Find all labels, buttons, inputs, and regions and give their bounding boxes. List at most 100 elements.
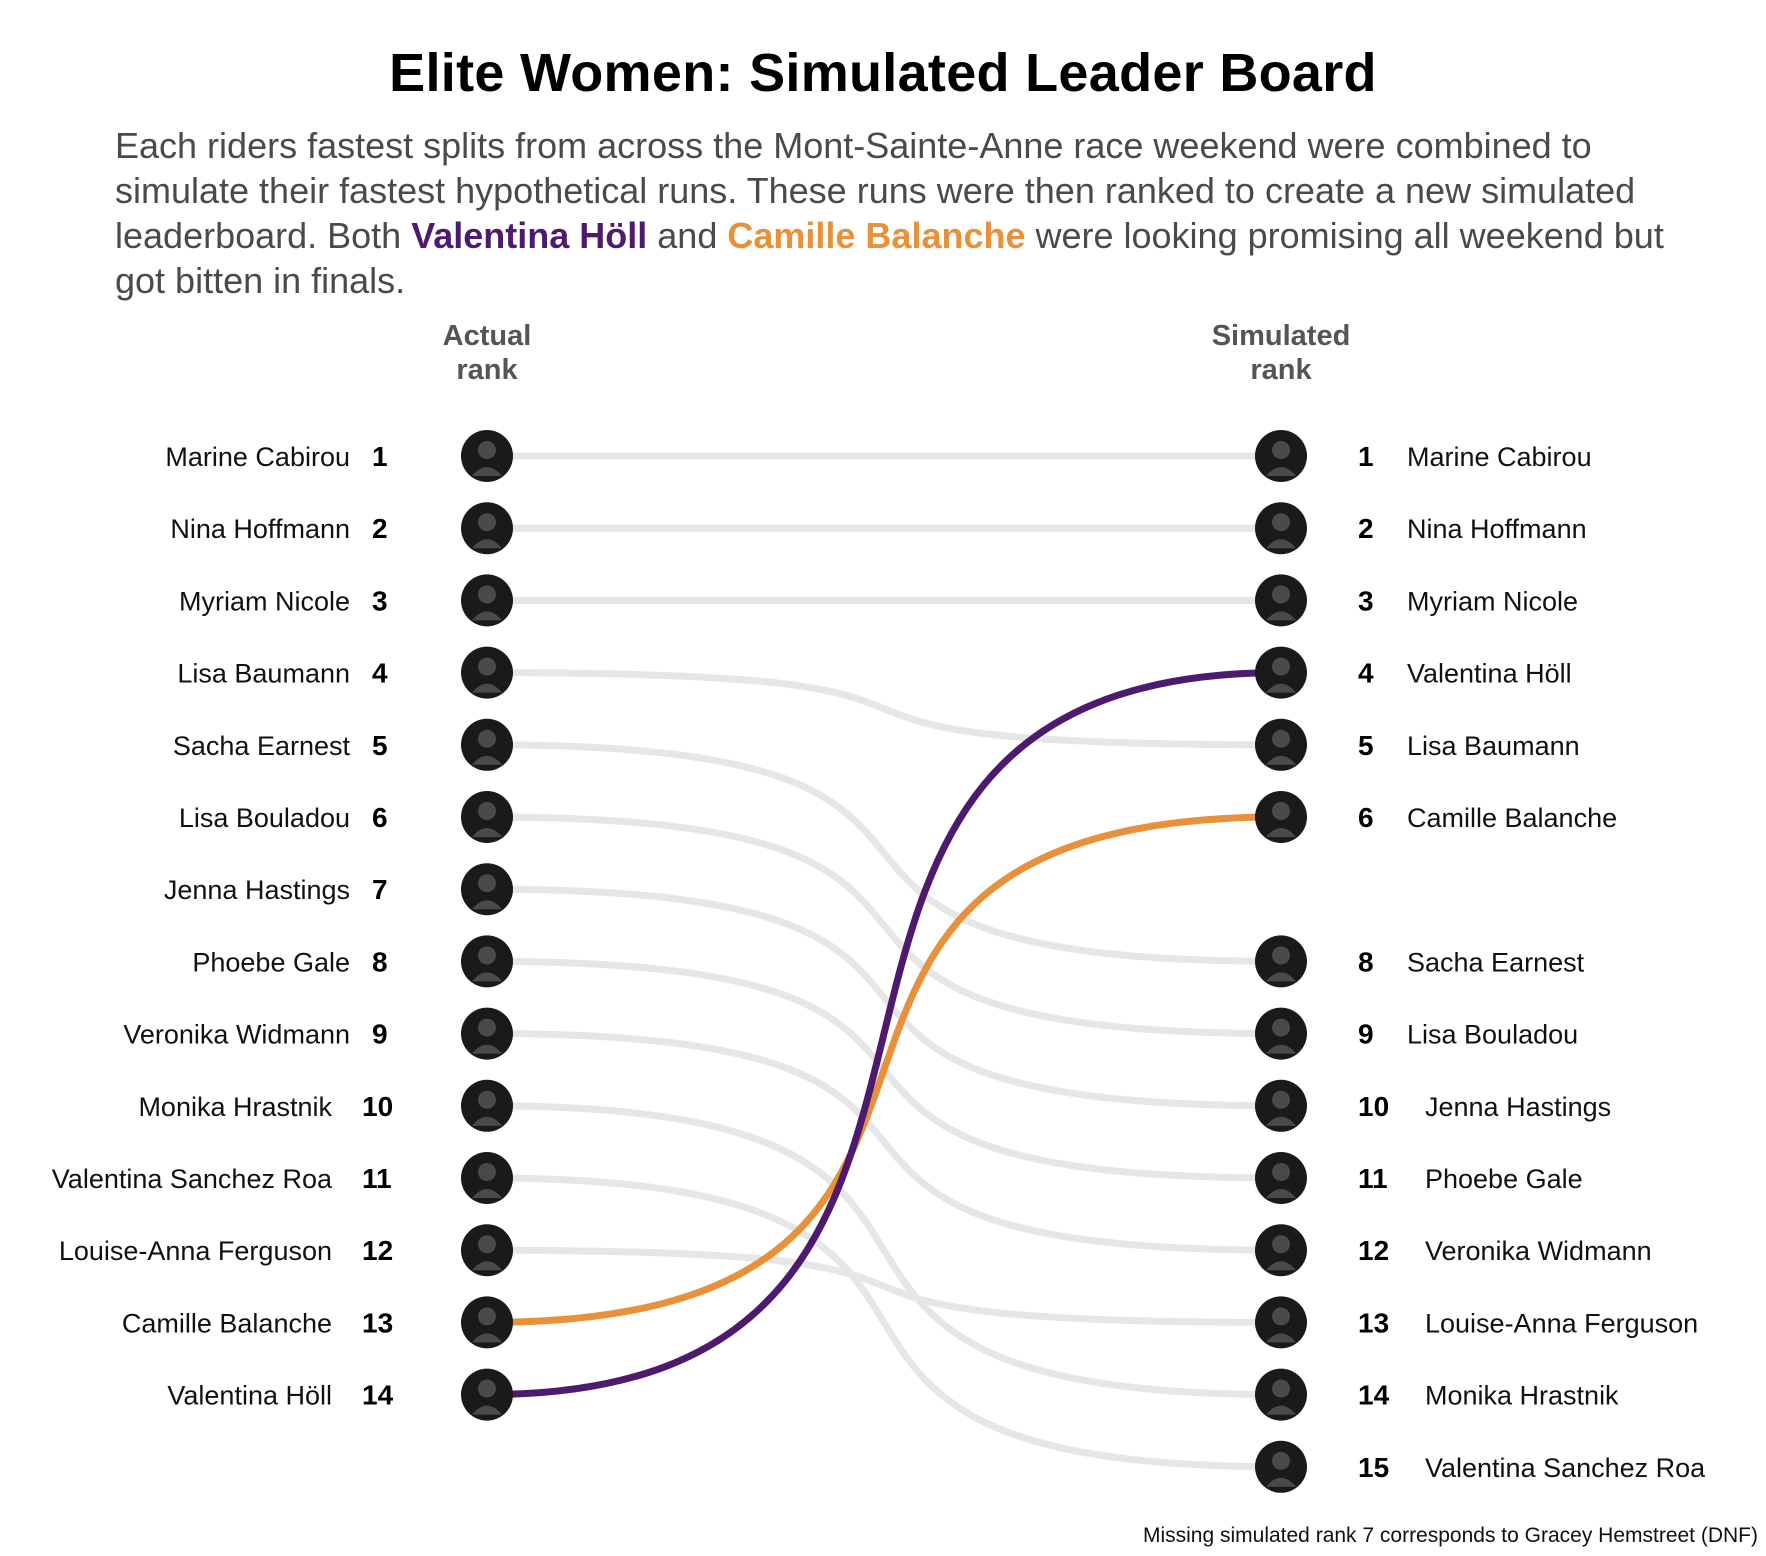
avatar-head-icon	[478, 1018, 496, 1037]
subtitle-text-1: Each riders fastest splits from across t…	[115, 125, 1636, 256]
simulated-rank-label: 14	[1358, 1380, 1390, 1411]
simulated-rank-label: 5	[1358, 730, 1374, 761]
simulated-rider-name: Louise-Anna Ferguson	[1425, 1308, 1698, 1338]
avatar-body-icon	[472, 683, 502, 693]
actual-rank-label: 6	[372, 802, 388, 833]
actual-rider-name: Phoebe Gale	[192, 947, 350, 977]
avatar-head-icon	[478, 1307, 496, 1326]
rank-line	[486, 813, 1282, 1038]
actual-rank-label: 10	[362, 1091, 393, 1122]
simulated-rank-label: 4	[1358, 658, 1374, 689]
avatar-body-icon	[472, 1189, 502, 1198]
avatar-head-icon	[478, 1235, 496, 1254]
avatar-body-icon	[1266, 539, 1296, 549]
avatar-head-icon	[478, 1163, 496, 1181]
avatar-body-icon	[472, 828, 502, 837]
subtitle-text-3: were looking promising all weekend but g…	[115, 215, 1664, 301]
avatar-body-icon	[1266, 1477, 1296, 1487]
simulated-rider-name: Nina Hoffmann	[1407, 514, 1587, 544]
rank-line	[486, 741, 1282, 965]
avatar-head-icon	[478, 946, 496, 965]
simulated-rank-label: 2	[1358, 513, 1374, 544]
avatar-body-icon	[472, 539, 502, 549]
actual-rank-label: 4	[372, 658, 388, 689]
actual-rank-label: 12	[362, 1235, 393, 1266]
rank-line	[486, 1102, 1282, 1399]
actual-rank-label: 11	[362, 1163, 392, 1194]
avatar-head-icon	[1272, 802, 1290, 820]
simulated-rider-name: Veronika Widmann	[1425, 1236, 1652, 1266]
rank-line	[486, 1030, 1282, 1254]
simulated-rider-name: Lisa Bouladou	[1407, 1020, 1578, 1050]
simulated-rank-label: 1	[1358, 441, 1374, 472]
avatar-body-icon	[472, 972, 502, 982]
avatar-body-icon	[1266, 972, 1296, 982]
actual-rank-label: 8	[372, 946, 388, 977]
avatar-head-icon	[478, 1090, 496, 1109]
avatar-head-icon	[1272, 441, 1290, 459]
actual-rider-name: Valentina Sanchez Roa	[52, 1164, 333, 1194]
right-column-header: Simulated rank	[1212, 320, 1351, 386]
simulated-rank-label: 15	[1358, 1452, 1389, 1483]
simulated-rank-label: 11	[1358, 1163, 1388, 1194]
left-column-header-line: rank	[456, 354, 518, 386]
avatar-head-icon	[1272, 1451, 1290, 1470]
avatar-body-icon	[472, 1116, 502, 1126]
avatar-body-icon	[472, 755, 502, 765]
actual-rider-name: Marine Cabirou	[165, 442, 350, 472]
highlight-rank-line	[486, 669, 1282, 1399]
left-column-header: Actual rank	[443, 320, 532, 386]
avatar-head-icon	[478, 513, 496, 532]
avatar-body-icon	[1266, 683, 1296, 693]
avatar-body-icon	[472, 1405, 502, 1415]
avatar-body-icon	[1266, 828, 1296, 837]
avatar-head-icon	[478, 657, 496, 676]
avatar-body-icon	[472, 900, 502, 910]
avatar-head-icon	[478, 1379, 496, 1398]
simulated-rank-label: 6	[1358, 802, 1374, 833]
chart-title: Elite Women: Simulated Leader Board	[389, 43, 1377, 103]
simulated-rider-name: Monika Hrastnik	[1425, 1381, 1619, 1411]
rank-line	[486, 669, 1282, 749]
simulated-rank-label: 8	[1358, 946, 1374, 977]
avatar-head-icon	[1272, 1235, 1290, 1254]
avatar-body-icon	[472, 611, 502, 621]
chart-subtitle: Each riders fastest splits from across t…	[115, 123, 1675, 303]
actual-rider-name: Camille Balanche	[122, 1308, 332, 1338]
simulated-rider-name: Camille Balanche	[1407, 803, 1617, 833]
avatar-head-icon	[478, 874, 496, 893]
simulated-rank-label: 13	[1358, 1307, 1389, 1338]
actual-rank-label: 9	[372, 1019, 388, 1050]
footnote: Missing simulated rank 7 corresponds to …	[1142, 1524, 1758, 1547]
actual-rider-name: Lisa Baumann	[177, 659, 350, 689]
avatar-body-icon	[472, 1333, 502, 1343]
actual-rank-label: 7	[372, 874, 388, 905]
avatar-body-icon	[472, 1261, 502, 1271]
simulated-rider-name: Phoebe Gale	[1425, 1164, 1583, 1194]
neutral-lines-layer	[486, 452, 1282, 1471]
avatar-head-icon	[1272, 585, 1290, 604]
simulated-rank-label: 9	[1358, 1019, 1374, 1050]
highlight-rank-line	[486, 813, 1282, 1326]
actual-rank-label: 14	[362, 1380, 394, 1411]
avatar-body-icon	[472, 1044, 502, 1054]
avatar-body-icon	[1266, 1044, 1296, 1054]
simulated-rider-name: Marine Cabirou	[1407, 442, 1592, 472]
avatar-body-icon	[1266, 1333, 1296, 1343]
avatar-body-icon	[472, 467, 502, 476]
avatar-head-icon	[1272, 1018, 1290, 1037]
avatar-head-icon	[1272, 946, 1290, 965]
subtitle-highlight-holl: Valentina Höll	[411, 215, 648, 256]
rank-line	[486, 1246, 1282, 1326]
rank-line	[486, 1174, 1282, 1471]
avatar-body-icon	[1266, 611, 1296, 621]
actual-rank-label: 1	[372, 441, 388, 472]
actual-rider-name: Veronika Widmann	[123, 1020, 350, 1050]
avatar-head-icon	[1272, 1163, 1290, 1181]
avatars-layer	[461, 430, 1307, 1493]
left-column-header-line: Actual	[443, 320, 532, 352]
right-column-header-line: rank	[1250, 354, 1312, 386]
avatar-body-icon	[1266, 1116, 1296, 1126]
avatar-head-icon	[1272, 1090, 1290, 1109]
